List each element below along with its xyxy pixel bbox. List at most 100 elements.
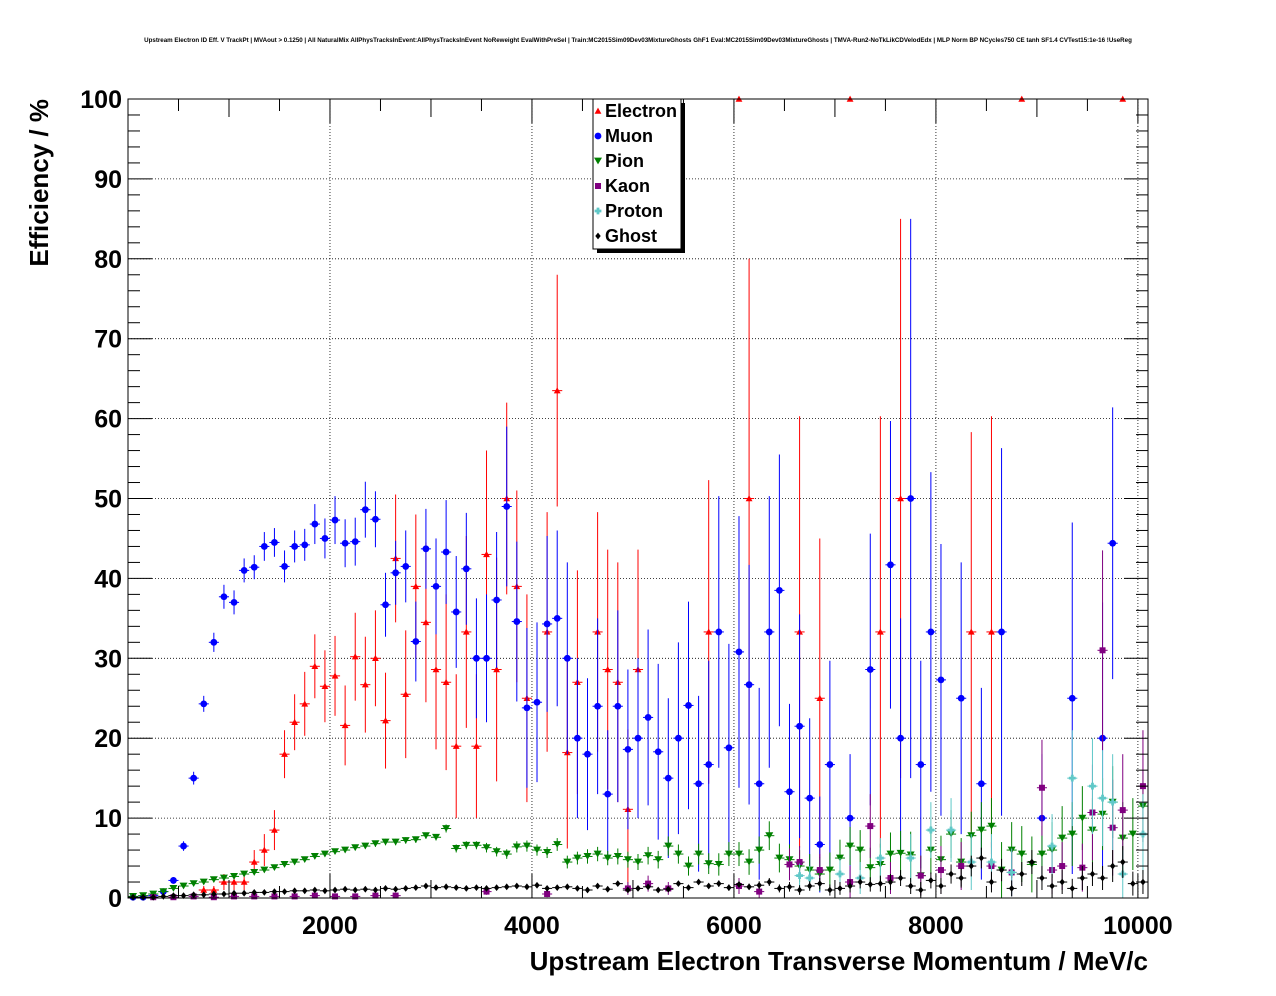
ghost-marker — [544, 885, 550, 892]
electron-marker — [321, 682, 329, 689]
ghost-point — [865, 877, 876, 892]
ghost-point — [754, 881, 765, 890]
electron-point — [966, 432, 977, 832]
muon-marker — [513, 618, 521, 625]
y-tick-label: 20 — [94, 725, 122, 753]
electron-marker — [473, 742, 480, 749]
kaon-marker — [958, 863, 965, 870]
electron-point — [360, 636, 371, 733]
pion-marker — [674, 850, 683, 858]
electron-marker — [301, 700, 309, 707]
muon-marker — [887, 561, 894, 569]
ghost-marker — [827, 886, 833, 894]
x-axis-label: Upstream Electron Transverse Momentum / … — [530, 946, 1148, 976]
ghost-marker — [403, 885, 409, 892]
pion-point — [531, 844, 543, 856]
ghost-marker — [392, 885, 399, 893]
ghost-marker — [948, 870, 954, 878]
pion-point — [562, 855, 573, 869]
ghost-point — [986, 871, 997, 893]
ghost-marker — [907, 882, 914, 890]
pion-marker — [765, 832, 774, 840]
ghost-marker — [736, 881, 742, 888]
ghost-point — [774, 884, 785, 893]
ghost-marker — [322, 887, 328, 895]
muon-marker — [674, 734, 682, 742]
pion-point — [430, 833, 442, 841]
kaon-marker — [392, 892, 399, 899]
muon-point — [582, 678, 593, 831]
muon-marker — [240, 567, 248, 574]
muon-point — [350, 517, 361, 566]
muon-marker — [402, 563, 410, 570]
pion-marker — [1128, 830, 1137, 838]
proton-point — [794, 863, 805, 888]
ghost-marker — [433, 884, 439, 892]
pion-point — [481, 842, 492, 853]
kaon-point — [289, 893, 300, 900]
muon-point — [461, 512, 472, 625]
pion-point — [643, 846, 654, 865]
ghost-marker — [1039, 874, 1045, 882]
electron-marker — [210, 886, 218, 893]
kaon-marker — [756, 888, 763, 895]
muon-point — [521, 627, 532, 788]
ghost-marker — [1109, 862, 1116, 870]
ghost-point — [653, 886, 664, 894]
electron-marker — [291, 718, 299, 725]
ghost-marker — [423, 882, 429, 890]
pion-point — [622, 851, 633, 868]
muon-marker — [422, 545, 430, 553]
electron-point — [269, 810, 280, 851]
ghost-point — [441, 883, 452, 891]
muon-point — [673, 642, 684, 835]
pion-point — [319, 850, 330, 858]
proton-marker — [1089, 782, 1096, 790]
muon-point — [956, 562, 967, 835]
muon-marker — [190, 774, 198, 782]
muon-point — [471, 598, 482, 719]
ghost-point — [1016, 862, 1027, 887]
pion-point — [370, 840, 381, 848]
ghost-marker — [130, 893, 136, 901]
ghost-marker — [503, 883, 510, 891]
electron-marker — [705, 628, 713, 635]
pion-point — [673, 844, 684, 864]
y-axis-label: Efficiency / % — [24, 99, 54, 267]
muon-marker — [392, 569, 400, 577]
ghost-marker — [534, 881, 540, 889]
kaon-marker — [917, 872, 924, 879]
ghost-point — [1107, 850, 1118, 883]
ghost-marker — [190, 891, 197, 899]
kaon-point — [370, 892, 381, 899]
muon-point — [663, 698, 674, 859]
y-tick-label: 10 — [94, 805, 122, 833]
muon-marker — [735, 648, 743, 656]
ghost-marker — [776, 885, 783, 892]
ghost-point — [198, 891, 209, 899]
kaon-marker — [796, 859, 803, 866]
pion-marker — [189, 880, 198, 888]
pion-point — [390, 838, 401, 846]
y-tick-label: 100 — [80, 86, 122, 114]
pion-marker — [724, 850, 733, 858]
pion-point — [491, 846, 502, 857]
ghost-marker — [635, 885, 641, 892]
muon-point — [370, 491, 381, 548]
ghost-point — [612, 880, 623, 888]
ghost-point — [1097, 866, 1108, 891]
muon-point — [632, 658, 644, 819]
ghost-point — [925, 872, 936, 889]
legend-proton-marker — [594, 207, 602, 215]
muon-point — [774, 454, 785, 727]
kaon-marker — [372, 892, 379, 899]
muon-point — [511, 541, 522, 702]
kaon-point — [390, 892, 401, 899]
ghost-point — [138, 893, 149, 901]
proton-point — [1087, 738, 1098, 835]
kaon-marker — [352, 893, 359, 900]
muon-marker — [473, 654, 480, 662]
muon-point — [380, 572, 391, 637]
ghost-point — [461, 885, 472, 892]
muon-marker — [291, 543, 299, 550]
